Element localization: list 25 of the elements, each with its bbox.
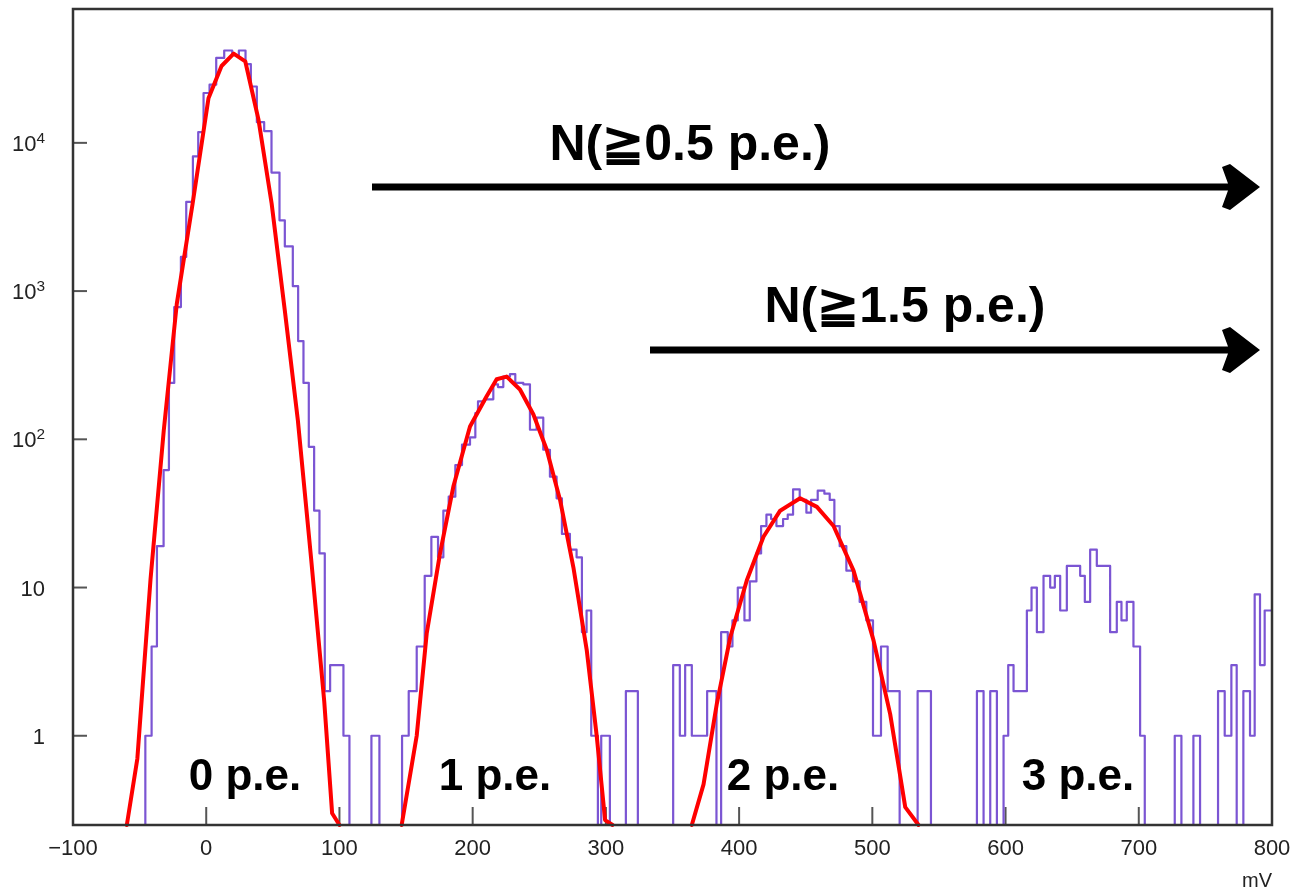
x-tick-label: 0 bbox=[200, 835, 213, 860]
y-tick-label: 10$^{3}$ bbox=[11, 276, 45, 305]
y-tick-label: 10$^{2}$ bbox=[11, 424, 45, 453]
x-tick-label: 800 bbox=[1253, 835, 1291, 860]
line-series bbox=[124, 51, 342, 827]
x-tick-label: 100 bbox=[321, 835, 358, 860]
annotation: 1 p.e. bbox=[438, 750, 552, 799]
annotation: 3 p.e. bbox=[1021, 750, 1135, 799]
x-tick-label: 700 bbox=[1120, 835, 1158, 860]
annotation: 2 p.e. bbox=[726, 750, 840, 799]
line-series bbox=[689, 496, 921, 827]
line-series bbox=[399, 374, 615, 827]
annotation: N(≧0.5 p.e.) bbox=[549, 115, 831, 171]
y-tick-label: 1 bbox=[32, 723, 45, 749]
x-axis-title: mV bbox=[1242, 869, 1273, 891]
x-tick-label: 600 bbox=[987, 835, 1024, 860]
x-tick-label: −100 bbox=[48, 835, 98, 860]
x-tick-label: 200 bbox=[454, 835, 492, 860]
x-tick-label: 500 bbox=[853, 835, 891, 860]
x-tick-label: 300 bbox=[587, 835, 625, 860]
y-tick-label: 10 bbox=[20, 575, 45, 601]
annotation: N(≧1.5 p.e.) bbox=[764, 277, 1046, 333]
annotation: 0 p.e. bbox=[188, 750, 302, 799]
y-tick-label: 10$^{4}$ bbox=[11, 128, 46, 156]
x-tick-label: 400 bbox=[720, 835, 758, 860]
